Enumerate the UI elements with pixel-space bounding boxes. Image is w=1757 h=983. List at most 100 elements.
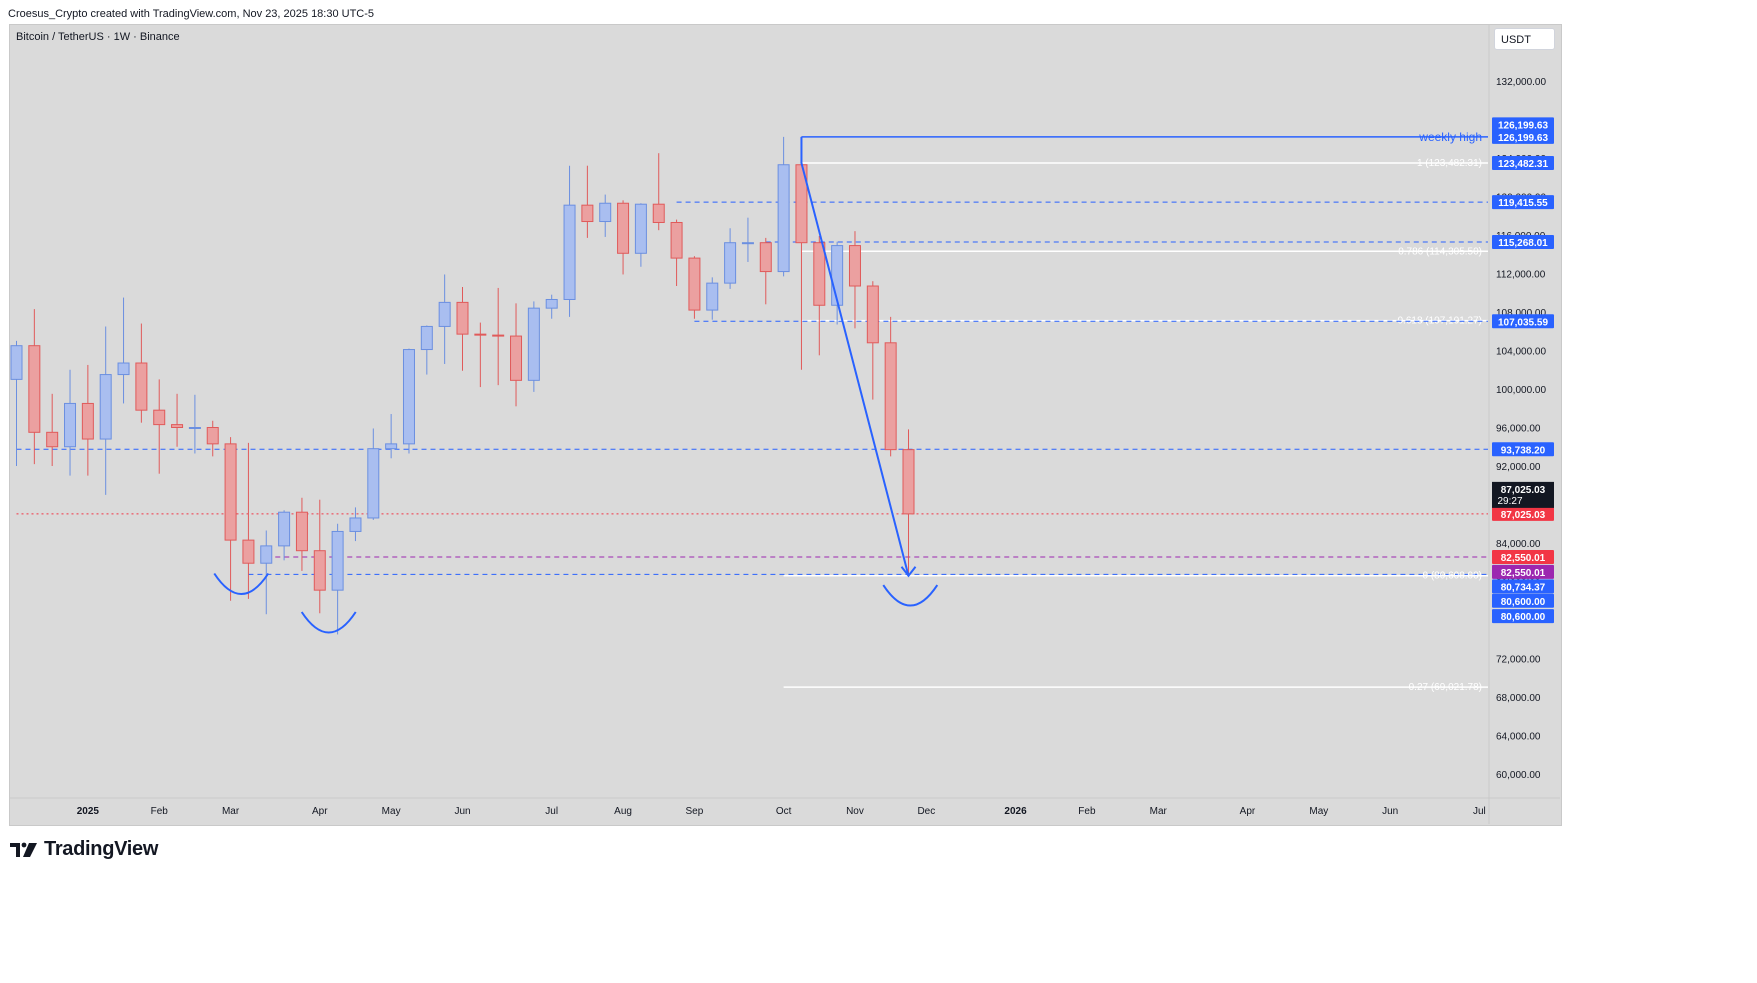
candle-body[interactable] (688, 257, 701, 311)
level-label: 1 (123,482.31) (1417, 158, 1482, 169)
candle-body[interactable] (64, 402, 77, 448)
candle-body[interactable] (10, 345, 23, 380)
candle-body[interactable] (492, 334, 505, 337)
x-tick-label: Apr (312, 806, 328, 817)
candle-body[interactable] (831, 245, 844, 306)
candle-body[interactable] (848, 245, 861, 287)
x-tick-label: Apr (1240, 806, 1256, 817)
x-tick-label: Jul (545, 806, 558, 817)
candle-body[interactable] (313, 550, 326, 591)
price-label-text: 115,268.01 (1498, 238, 1548, 249)
countdown-text: 29:27 (1497, 496, 1522, 507)
candle-body[interactable] (260, 545, 273, 564)
level-label: weekly high (1418, 130, 1482, 144)
candle-body[interactable] (617, 202, 630, 254)
candle-body[interactable] (724, 242, 737, 284)
candle-body[interactable] (402, 349, 415, 445)
price-label-bg (1492, 235, 1554, 250)
x-tick-label: Aug (614, 806, 632, 817)
candle-body[interactable] (242, 539, 255, 564)
last-price-text: 87,025.03 (1501, 485, 1546, 496)
candle-body[interactable] (866, 285, 879, 344)
price-label-text: 123,482.31 (1498, 159, 1548, 170)
price-label-bg (1492, 314, 1554, 329)
candle-body[interactable] (456, 301, 469, 335)
candle-body[interactable] (349, 517, 362, 532)
candle-body[interactable] (81, 402, 94, 440)
candle-body[interactable] (527, 307, 540, 381)
candle-body[interactable] (99, 374, 112, 440)
y-tick-label: 68,000.00 (1496, 693, 1541, 704)
candle-body[interactable] (46, 431, 59, 448)
chart-frame[interactable] (9, 24, 1562, 826)
symbol-title[interactable]: Bitcoin / TetherUS · 1W · Binance (16, 31, 180, 43)
candle-body[interactable] (902, 449, 915, 515)
tradingview-logo: TradingView (10, 838, 158, 861)
candle-body[interactable] (670, 221, 683, 259)
candle-body[interactable] (777, 164, 790, 273)
price-label-bg (1492, 549, 1554, 564)
trend-arrowhead (900, 566, 917, 578)
candle-body[interactable] (367, 448, 380, 519)
candle-body[interactable] (741, 242, 754, 245)
candle-body[interactable] (884, 342, 897, 451)
candle-body[interactable] (153, 409, 166, 426)
candle-body[interactable] (510, 335, 523, 381)
candle-body[interactable] (278, 511, 291, 547)
candle-body[interactable] (420, 325, 433, 351)
x-tick-label: Jul (1473, 806, 1486, 817)
tradingview-logo-text: TradingView (44, 838, 159, 860)
candle-body[interactable] (438, 301, 451, 327)
currency-button[interactable]: USDT (1494, 28, 1555, 50)
level-label: 0 (80,600.00) (1423, 571, 1483, 582)
x-tick-label: Feb (1078, 806, 1096, 817)
candle-body[interactable] (117, 362, 130, 376)
x-tick-label: Feb (151, 806, 169, 817)
candle-body[interactable] (135, 362, 148, 411)
y-tick-label: 64,000.00 (1496, 732, 1541, 743)
pattern-arc[interactable] (882, 584, 939, 607)
y-tick-label: 60,000.00 (1496, 770, 1541, 781)
candle-body[interactable] (706, 282, 719, 311)
candle-body[interactable] (224, 443, 237, 541)
x-tick-label: Jun (1382, 806, 1398, 817)
candle-body[interactable] (545, 298, 558, 309)
price-label-text: 119,415.55 (1498, 198, 1548, 209)
candle-body[interactable] (188, 427, 201, 429)
y-tick-label: 132,000.00 (1496, 77, 1546, 88)
candle-body[interactable] (563, 204, 576, 300)
y-tick-label: 100,000.00 (1496, 385, 1546, 396)
pattern-arc[interactable] (300, 611, 357, 634)
candle-body[interactable] (28, 345, 41, 433)
candle-body[interactable] (206, 427, 219, 445)
candle-body[interactable] (171, 424, 184, 428)
price-label-text: 126,199.63 (1498, 133, 1548, 144)
candle-body[interactable] (295, 511, 308, 552)
price-label-text: 82,550.01 (1501, 553, 1546, 564)
candle-body[interactable] (474, 333, 487, 336)
y-tick-label: 96,000.00 (1496, 424, 1541, 435)
pattern-arc[interactable] (213, 572, 270, 595)
y-tick-label: 84,000.00 (1496, 539, 1541, 550)
price-label-bg (1492, 593, 1554, 608)
x-tick-label: May (1309, 806, 1328, 817)
trend-line[interactable] (800, 136, 910, 576)
price-label-text: 126,199.63 (1498, 120, 1548, 131)
price-label-bg (1492, 579, 1554, 594)
candle-body[interactable] (599, 202, 612, 223)
candle-body[interactable] (385, 443, 398, 450)
candle-body[interactable] (581, 204, 594, 223)
price-label-text: 80,734.37 (1501, 582, 1546, 593)
candle-body[interactable] (813, 242, 826, 306)
price-label-bg (1492, 117, 1554, 132)
y-tick-label: 72,000.00 (1496, 655, 1541, 666)
candle-body[interactable] (634, 203, 647, 254)
x-tick-label: Oct (776, 806, 792, 817)
x-tick-label: 2025 (77, 806, 100, 817)
candle-body[interactable] (331, 530, 344, 591)
candle-body[interactable] (652, 203, 665, 223)
price-label-bg (1492, 442, 1554, 457)
x-tick-label: Sep (686, 806, 704, 817)
candle-body[interactable] (759, 242, 772, 273)
